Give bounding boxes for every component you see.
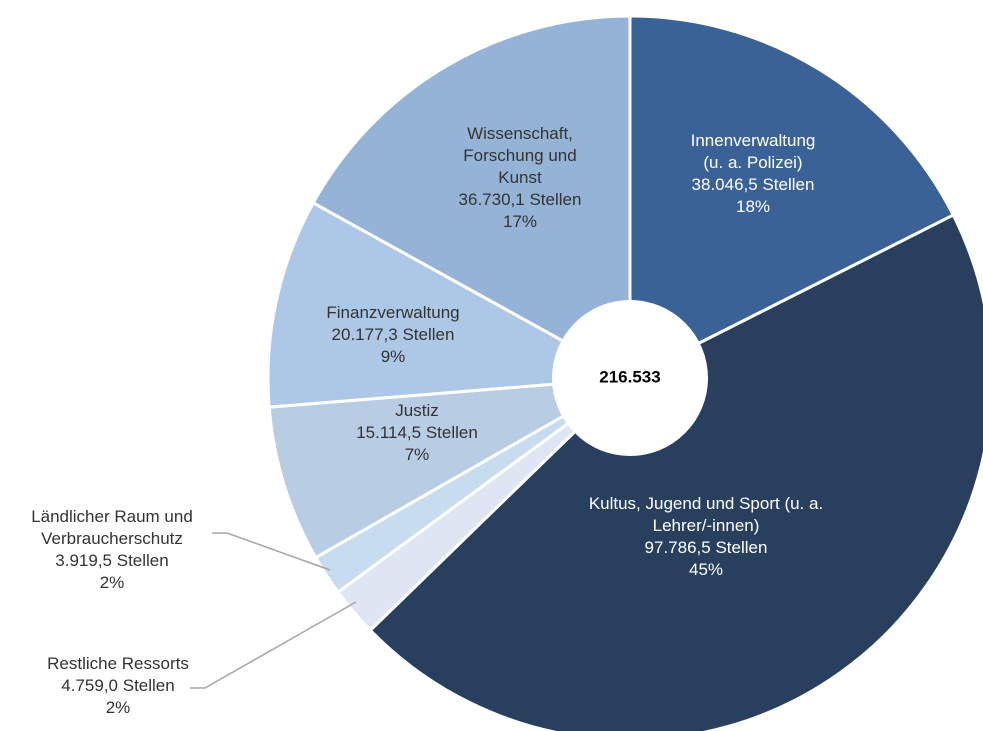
slice-label: Innenverwaltung (u. a. Polizei) 38.046,5 S…	[691, 131, 816, 216]
category-label: Forschung und	[463, 146, 576, 165]
category-label: Innenverwaltung	[691, 131, 816, 150]
share-label: 9%	[381, 347, 406, 366]
value-label: 3.919,5 Stellen	[55, 551, 168, 570]
share-label: 2%	[100, 573, 125, 592]
share-label: 18%	[736, 197, 770, 216]
center-label: 216.533	[599, 367, 660, 386]
category-label: Justiz	[395, 401, 438, 420]
slice	[311, 14, 632, 381]
category-label: Finanzverwaltung	[326, 303, 459, 322]
category-label: Kunst	[498, 168, 542, 187]
value-label: 36.730,1 Stellen	[459, 190, 582, 209]
value-label: 15.114,5 Stellen	[356, 423, 478, 442]
category-label: Verbraucherschutz	[41, 529, 183, 548]
slice-label: Restliche Ressorts 4.759,0 Stellen 2%	[47, 654, 189, 717]
share-label: 17%	[503, 212, 537, 231]
category-label: (u. a. Polizei)	[703, 153, 802, 172]
slice-label: Finanzverwaltung 20.177,3 Stellen 9%	[326, 303, 459, 366]
share-label: 2%	[106, 698, 131, 717]
slice-label: Wissenschaft, Forschung und Kunst 36.730,1 …	[459, 124, 582, 231]
slice-label: Kultus, Jugend und Sport (u. a. Lehrer/-i…	[589, 494, 823, 579]
slice	[266, 200, 636, 409]
value-label: 97.786,5 Stellen	[645, 538, 768, 557]
value-label: 38.046,5 Stellen	[692, 175, 815, 194]
category-label: Restliche Ressorts	[47, 654, 189, 673]
value-label: 20.177,3 Stellen	[332, 325, 455, 344]
category-label: Kultus, Jugend und Sport (u. a.	[589, 494, 823, 513]
category-label: Lehrer/-innen)	[653, 516, 760, 535]
slice-label: Justiz 15.114,5 Stellen 7%	[356, 401, 478, 464]
value-label: 4.759,0 Stellen	[61, 676, 174, 695]
share-label: 7%	[405, 445, 430, 464]
slice	[267, 376, 631, 560]
category-label: Wissenschaft,	[467, 124, 573, 143]
category-label: Ländlicher Raum und	[31, 507, 193, 526]
slice-label: Ländlicher Raum und Verbraucherschutz 3.91…	[31, 507, 193, 592]
leader-line	[212, 532, 331, 571]
slice	[368, 213, 983, 731]
center-hole	[552, 300, 708, 456]
share-label: 45%	[689, 560, 723, 579]
slice	[628, 14, 956, 381]
leader-line	[190, 601, 357, 689]
